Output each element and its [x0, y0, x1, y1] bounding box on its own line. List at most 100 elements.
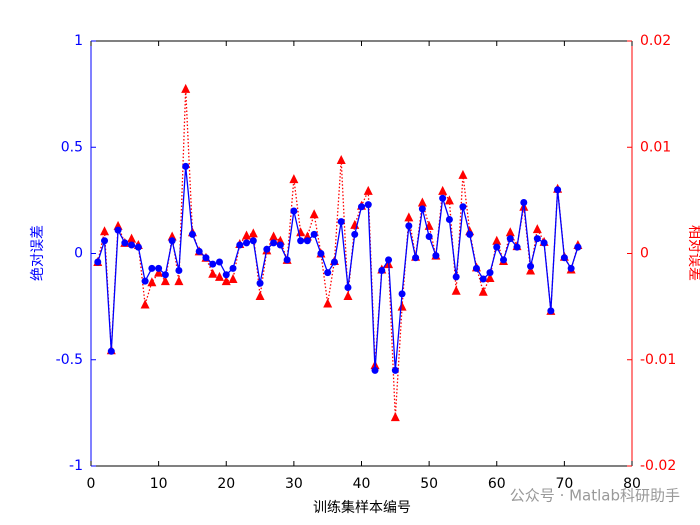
dot-marker — [554, 186, 562, 194]
y-tick-label: -1 — [69, 458, 83, 474]
y-tick-label: 1 — [74, 33, 83, 49]
dot-marker — [155, 264, 163, 272]
triangle-marker — [478, 286, 488, 296]
dot-marker — [243, 239, 251, 247]
dot-marker — [466, 230, 474, 238]
triangle-marker — [451, 285, 461, 295]
dot-marker — [459, 203, 467, 211]
dot-marker — [432, 252, 440, 260]
dot-marker — [202, 254, 210, 262]
dot-marker — [310, 230, 318, 238]
x-tick-label: 80 — [623, 476, 641, 492]
dot-marker — [168, 237, 176, 245]
dot-marker — [317, 250, 325, 257]
triangle-marker — [289, 174, 299, 184]
dot-marker — [425, 233, 433, 240]
dot-marker — [472, 264, 480, 272]
dot-marker — [222, 271, 230, 279]
triangle-marker — [221, 276, 231, 286]
dot-marker — [533, 235, 541, 243]
y2-axis-label: 相对误差 — [686, 225, 700, 281]
dot-marker — [479, 275, 487, 283]
dot-marker — [270, 239, 278, 247]
dot-marker — [134, 243, 142, 251]
dot-marker — [452, 273, 460, 281]
triangle-marker — [255, 291, 265, 300]
triangle-marker — [458, 169, 468, 179]
y-tick-label: 0.5 — [61, 139, 83, 155]
dot-marker — [290, 207, 298, 215]
x-axis-label: 训练集样本编号 — [313, 499, 411, 516]
dot-marker — [337, 218, 345, 226]
triangle-marker — [363, 185, 373, 195]
dot-marker — [418, 205, 426, 213]
dot-marker — [344, 284, 352, 291]
x-tick-label: 70 — [555, 476, 573, 492]
triangle-marker — [296, 227, 306, 237]
dot-marker — [364, 201, 372, 209]
dot-marker — [121, 239, 129, 247]
x-tick-label: 50 — [420, 476, 438, 492]
triangle-marker — [242, 230, 252, 240]
triangle-marker — [532, 224, 542, 234]
y2-tick-label: 0.01 — [640, 139, 671, 155]
dot-marker — [378, 267, 386, 274]
y2-tick-label: 0.02 — [640, 33, 671, 49]
dot-marker — [385, 256, 393, 264]
dot-marker — [405, 222, 413, 230]
dot-marker — [128, 241, 136, 249]
y-tick-label: 0 — [74, 246, 83, 262]
dot-marker — [412, 254, 420, 262]
triangle-marker — [492, 235, 502, 245]
dot-marker — [527, 262, 535, 270]
plot-area — [91, 41, 632, 466]
dot-marker — [256, 279, 264, 287]
triangle-marker — [444, 195, 454, 205]
triangle-marker — [160, 276, 170, 286]
dot-marker — [330, 258, 338, 266]
dot-marker — [303, 237, 311, 245]
triangle-marker — [269, 231, 279, 241]
dot-marker — [283, 256, 291, 264]
dot-marker — [560, 254, 568, 262]
dot-marker — [371, 366, 379, 374]
triangle-marker — [526, 265, 536, 275]
dot-marker — [506, 235, 514, 243]
triangle-marker — [154, 267, 164, 277]
dot-marker — [188, 230, 196, 238]
dot-marker — [195, 247, 203, 255]
triangle-marker — [248, 228, 258, 238]
dot-marker — [358, 203, 365, 211]
dot-marker — [486, 269, 494, 277]
dot-marker — [175, 267, 183, 274]
dot-marker — [182, 162, 190, 170]
dot-marker — [249, 237, 257, 245]
x-tick-label: 0 — [87, 476, 96, 492]
dot-marker — [398, 290, 406, 298]
dot-marker — [263, 245, 271, 253]
y2-tick-label: -0.02 — [640, 458, 676, 474]
x-tick-label: 20 — [217, 476, 235, 492]
y-axis-label: 绝对误差 — [30, 225, 46, 281]
triangle-marker — [323, 298, 333, 308]
dot-marker — [107, 347, 115, 355]
triangle-marker — [127, 233, 137, 243]
triangle-marker — [397, 301, 407, 311]
triangle-marker — [140, 299, 150, 309]
dot-marker — [236, 241, 244, 249]
x-tick-label: 30 — [285, 476, 303, 492]
x-tick-label: 40 — [353, 476, 371, 492]
triangle-marker — [309, 209, 319, 219]
dot-marker — [297, 237, 305, 245]
y2-tick-label: 0 — [640, 246, 649, 262]
watermark: 公众号 · Matlab科研助手 — [510, 487, 680, 505]
dot-marker — [209, 260, 217, 268]
triangle-marker — [228, 274, 238, 283]
dot-marker — [351, 230, 359, 238]
triangle-marker — [485, 272, 495, 282]
triangle-marker — [336, 155, 346, 164]
dot-marker — [141, 277, 149, 285]
dot-marker — [500, 256, 508, 264]
triangle-marker — [147, 277, 157, 287]
